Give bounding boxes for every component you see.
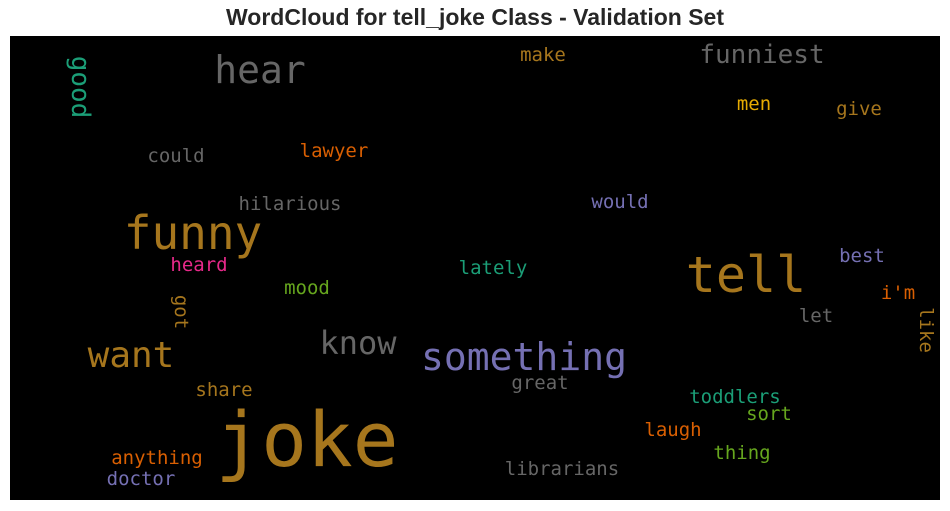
word-lawyer: lawyer xyxy=(300,140,369,162)
word-good: good xyxy=(65,56,95,119)
word-make: make xyxy=(520,44,566,66)
word-would: would xyxy=(591,191,648,213)
word-something: something xyxy=(421,335,627,379)
word-tell: tell xyxy=(686,246,806,304)
word-funny: funny xyxy=(124,206,262,260)
word-best: best xyxy=(839,245,885,267)
chart-title: WordCloud for tell_joke Class - Validati… xyxy=(226,4,724,30)
cloud-background xyxy=(10,36,940,500)
word-thing: thing xyxy=(713,442,770,464)
word-im: i'm xyxy=(881,282,915,304)
word-toddlers: toddlers xyxy=(689,386,781,408)
word-mood: mood xyxy=(284,277,330,299)
word-hear: hear xyxy=(214,48,306,92)
word-hilarious: hilarious xyxy=(239,193,342,215)
word-men: men xyxy=(737,93,771,115)
word-got: got xyxy=(170,295,192,329)
word-lately: lately xyxy=(459,257,528,279)
word-librarians: librarians xyxy=(505,458,619,480)
words-layer: joke tell funny something want hear know funnie… xyxy=(65,40,937,490)
word-joke: joke xyxy=(215,395,398,484)
word-could: could xyxy=(147,145,204,167)
word-let: let xyxy=(799,305,833,327)
word-great: great xyxy=(511,372,568,394)
word-give: give xyxy=(836,98,882,120)
word-like: like xyxy=(915,307,937,353)
word-want: want xyxy=(88,335,175,376)
word-laugh: laugh xyxy=(644,419,701,441)
word-doctor: doctor xyxy=(107,468,176,490)
word-know: know xyxy=(319,324,397,362)
word-heard: heard xyxy=(170,254,227,276)
word-anything: anything xyxy=(111,447,203,469)
word-share: share xyxy=(195,379,252,401)
word-sort: sort xyxy=(746,403,792,425)
word-funniest: funniest xyxy=(699,40,824,70)
